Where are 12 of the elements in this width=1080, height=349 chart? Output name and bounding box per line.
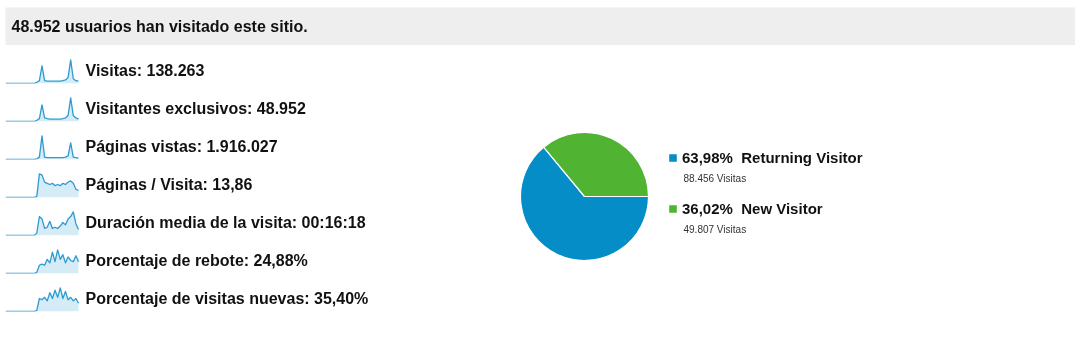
text: Visitantes exclusivos: 48.952 bbox=[85, 100, 306, 117]
legend-label: 63,98% Returning Visitor bbox=[682, 148, 863, 166]
text: Páginas / Visita: 13,86 bbox=[85, 176, 253, 193]
legend-label: 36,02% New Visitor bbox=[682, 199, 823, 217]
text: Visitas: 138.263 bbox=[85, 62, 205, 79]
text: 49.807 Visitas bbox=[683, 224, 747, 235]
text: 88.456 Visitas bbox=[683, 173, 747, 184]
text: Duración media de la visita: 00:16:18 bbox=[85, 214, 366, 231]
text: Porcentaje de visitas nuevas: 35,40% bbox=[85, 290, 369, 307]
text: 48.952 usuarios han visitado este sitio. bbox=[11, 18, 308, 35]
text: Páginas vistas: 1.916.027 bbox=[85, 138, 278, 155]
text: Porcentaje de rebote: 24,88% bbox=[85, 252, 308, 269]
